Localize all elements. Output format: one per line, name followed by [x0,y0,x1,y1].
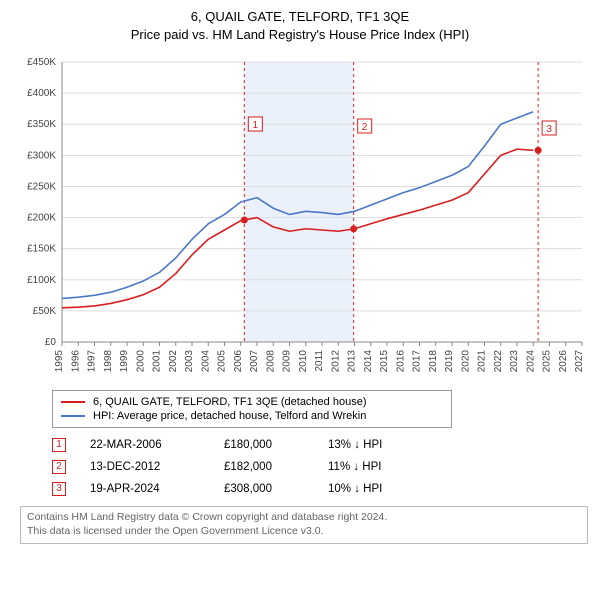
legend-swatch [61,401,85,403]
svg-text:2004: 2004 [200,350,211,373]
sale-diff: 11% ↓ HPI [328,461,428,473]
sale-diff: 13% ↓ HPI [328,439,428,451]
legend: 6, QUAIL GATE, TELFORD, TF1 3QE (detache… [52,390,452,428]
svg-text:1999: 1999 [119,350,130,373]
svg-text:2016: 2016 [395,350,406,373]
svg-text:2012: 2012 [330,350,341,373]
svg-text:1: 1 [253,120,259,131]
svg-text:2020: 2020 [460,350,471,373]
svg-text:2010: 2010 [298,350,309,373]
svg-text:£400K: £400K [27,88,56,99]
svg-text:2025: 2025 [542,350,553,373]
sale-row: 1 22-MAR-2006 £180,000 13% ↓ HPI [52,434,588,456]
legend-label: HPI: Average price, detached house, Telf… [93,410,366,422]
legend-label: 6, QUAIL GATE, TELFORD, TF1 3QE (detache… [93,396,366,408]
svg-text:1998: 1998 [103,350,114,373]
svg-text:3: 3 [546,124,552,135]
svg-text:2023: 2023 [509,350,520,373]
sale-marker: 3 [52,482,66,496]
svg-text:£200K: £200K [27,213,56,224]
svg-text:2014: 2014 [363,350,374,373]
svg-text:2006: 2006 [233,350,244,373]
svg-text:2005: 2005 [217,350,228,373]
svg-text:2022: 2022 [493,350,504,373]
chart-container: 6, QUAIL GATE, TELFORD, TF1 3QE Price pa… [0,0,600,554]
svg-text:2001: 2001 [152,350,163,373]
sale-price: £180,000 [224,439,304,451]
svg-text:2027: 2027 [574,350,585,373]
sale-marker: 2 [52,460,66,474]
svg-text:2024: 2024 [525,350,536,373]
svg-text:2026: 2026 [558,350,569,373]
svg-text:2017: 2017 [412,350,423,373]
svg-text:1995: 1995 [54,350,65,373]
svg-text:2000: 2000 [135,350,146,373]
legend-item: 6, QUAIL GATE, TELFORD, TF1 3QE (detache… [61,395,443,409]
svg-text:2018: 2018 [428,350,439,373]
svg-text:2: 2 [362,122,368,133]
svg-text:£100K: £100K [27,275,56,286]
sale-marker: 1 [52,438,66,452]
legend-swatch [61,415,85,417]
svg-text:2011: 2011 [314,350,325,372]
sale-date: 22-MAR-2006 [90,439,200,451]
svg-text:2007: 2007 [249,350,260,373]
footer-line-1: Contains HM Land Registry data © Crown c… [27,511,581,525]
sale-price: £182,000 [224,461,304,473]
svg-text:£0: £0 [45,337,57,348]
svg-text:£250K: £250K [27,182,56,193]
title-line-2: Price paid vs. HM Land Registry's House … [12,26,588,44]
svg-text:2008: 2008 [265,350,276,373]
chart-area: £0 £50K £100K £150K £200K £250K £300K £350K £400… [12,52,588,382]
attribution-footer: Contains HM Land Registry data © Crown c… [20,506,588,543]
sale-row: 3 19-APR-2024 £308,000 10% ↓ HPI [52,478,588,500]
title-line-1: 6, QUAIL GATE, TELFORD, TF1 3QE [12,8,588,26]
sale-diff: 10% ↓ HPI [328,483,428,495]
sale-row: 2 13-DEC-2012 £182,000 11% ↓ HPI [52,456,588,478]
svg-text:£50K: £50K [33,306,57,317]
svg-text:2021: 2021 [477,350,488,373]
sale-date: 13-DEC-2012 [90,461,200,473]
footer-line-2: This data is licensed under the Open Gov… [27,525,581,539]
sale-price: £308,000 [224,483,304,495]
svg-text:2013: 2013 [347,350,358,373]
svg-text:2015: 2015 [379,350,390,373]
svg-text:£350K: £350K [27,120,56,131]
svg-text:1997: 1997 [87,350,98,373]
svg-text:£150K: £150K [27,244,56,255]
sale-date: 19-APR-2024 [90,483,200,495]
svg-text:2019: 2019 [444,350,455,373]
svg-text:£300K: £300K [27,151,56,162]
svg-text:2009: 2009 [282,350,293,373]
svg-text:2002: 2002 [168,350,179,373]
legend-item: HPI: Average price, detached house, Telf… [61,409,443,423]
svg-text:2003: 2003 [184,350,195,373]
svg-text:£450K: £450K [27,57,56,68]
price-chart-svg: £0 £50K £100K £150K £200K £250K £300K £350K £400… [12,52,588,382]
sales-table: 1 22-MAR-2006 £180,000 13% ↓ HPI 2 13-DEC-201… [52,434,588,500]
svg-text:1996: 1996 [70,350,81,373]
